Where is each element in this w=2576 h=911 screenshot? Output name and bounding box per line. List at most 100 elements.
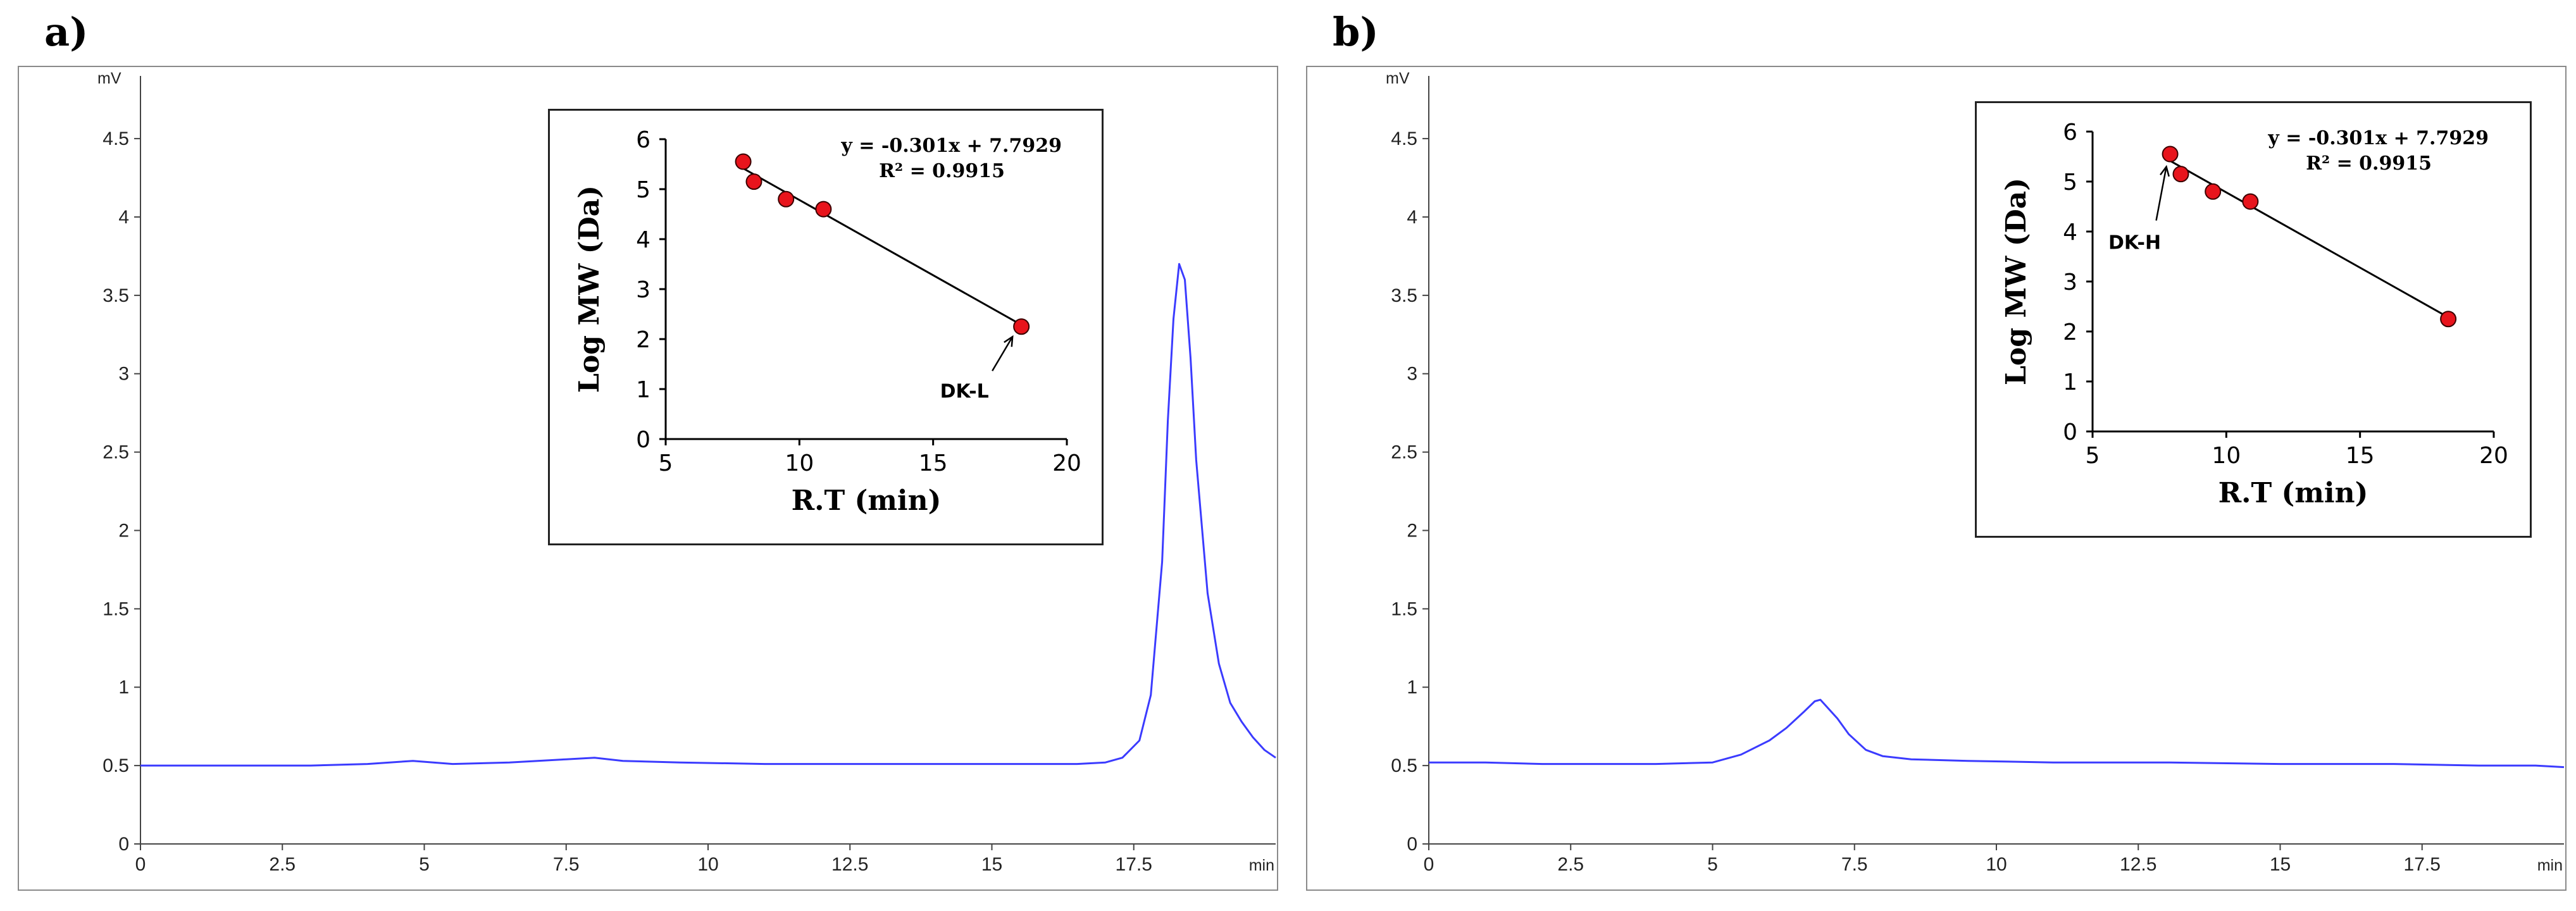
y-tick-label: 4.5 xyxy=(103,128,129,149)
inset-r-squared: R² = 0.9915 xyxy=(2306,152,2432,175)
arrow-shaft xyxy=(992,336,1014,371)
inset-y-axis-title: Log MW (Da) xyxy=(2000,178,2032,385)
inset-y-tick-label: 1 xyxy=(636,377,650,403)
inset-frame-a xyxy=(548,109,1104,545)
inset-equation: y = -0.301x + 7.7929 xyxy=(840,135,1062,157)
y-tick-label: 3.5 xyxy=(103,285,129,306)
y-axis-unit: mV xyxy=(97,70,121,87)
data-point xyxy=(2162,146,2179,163)
inset-x-axis-title: R.T (min) xyxy=(792,485,942,517)
x-tick-label: 17.5 xyxy=(1116,854,1152,875)
inset-y-axis-title: Log MW (Da) xyxy=(573,185,606,393)
data-point xyxy=(2205,183,2222,200)
calibration-inset-a: 0 1 2 3 4 5 6 5 10 15 20 R.T (min) Log MW (Da) y = -0… xyxy=(573,127,1081,517)
plot-frame-b xyxy=(1306,66,2567,891)
annotation-label: DK-L xyxy=(940,380,989,402)
y-tick-label: 1 xyxy=(1407,677,1417,698)
inset-x-axis-title: R.T (min) xyxy=(2218,477,2368,509)
arrow-shaft xyxy=(2155,166,2167,221)
inset-x-tick-label: 20 xyxy=(2479,443,2508,469)
y-tick-label: 0.5 xyxy=(1391,755,1417,776)
chromatogram-trace xyxy=(140,263,1276,767)
x-tick-label: 2.5 xyxy=(1557,854,1584,875)
inset-y-tick-label: 0 xyxy=(636,427,650,453)
y-tick-label: 3.5 xyxy=(1391,285,1417,306)
y-tick-label: 2.5 xyxy=(1391,442,1417,463)
data-point xyxy=(2172,166,2189,183)
data-point xyxy=(735,153,752,170)
annotation-arrow xyxy=(2155,164,2170,221)
y-tick-label: 4 xyxy=(1407,207,1417,228)
inset-equation: y = -0.301x + 7.7929 xyxy=(2267,127,2489,149)
x-tick-label: 5 xyxy=(419,854,430,875)
annotation-arrow xyxy=(992,335,1014,371)
y-tick-label: 1.5 xyxy=(1391,598,1417,619)
data-point xyxy=(2242,193,2259,210)
y-tick-label: 4.5 xyxy=(1391,128,1417,149)
inset-x-tick-label: 15 xyxy=(919,450,948,476)
inset-r-squared: R² = 0.9915 xyxy=(879,160,1005,182)
panel-a: a) 0 0.5 1 1.5 2 2.5 3 3.5 4 4.5 0 2.5 5 7.5 10 12.5 15 1… xyxy=(18,9,1278,891)
x-tick-label: 0 xyxy=(135,854,146,875)
plot-frame-a xyxy=(18,66,1278,891)
y-tick-label: 3 xyxy=(118,364,129,385)
x-tick-label: 17.5 xyxy=(2404,854,2441,875)
x-tick-label: 7.5 xyxy=(553,854,580,875)
annotation-label: DK-H xyxy=(2108,232,2161,254)
inset-x-tick-label: 20 xyxy=(1052,450,1081,476)
chromatogram-chart-a: 00.511.522.533.544.50 2.5 5 7.5 10 12.5 15 17.5… xyxy=(97,70,1276,875)
inset-y-tick-label: 5 xyxy=(2063,170,2077,195)
arrow-head xyxy=(1004,335,1014,347)
y-tick-label: 0.5 xyxy=(103,755,129,776)
inset-y-tick-label: 5 xyxy=(636,177,650,203)
y-tick-label: 4 xyxy=(118,207,129,228)
inset-x-tick-label: 5 xyxy=(2086,443,2100,469)
inset-x-tick-label: 5 xyxy=(659,450,673,476)
chromatogram-trace xyxy=(1429,698,2565,769)
inset-y-tick-label: 0 xyxy=(2063,419,2077,445)
x-tick-label: 7.5 xyxy=(1841,854,1868,875)
inset-frame-b xyxy=(1975,101,2532,538)
y-tick-label: 1.5 xyxy=(103,598,129,619)
panel-b: b) 0 0.5 1 1.5 2 2.5 3 3.5 4 4.5 0 2.5 5 7.5 10 12.5 15 1… xyxy=(1288,0,2576,911)
data-point xyxy=(778,190,795,208)
y-tick-label: 3 xyxy=(1407,364,1417,385)
x-tick-label: 12.5 xyxy=(831,854,868,875)
x-tick-label: 10 xyxy=(697,854,718,875)
inset-y-tick-label: 3 xyxy=(636,277,650,303)
x-tick-label: 15 xyxy=(2270,854,2291,875)
x-tick-label: 0 xyxy=(1424,854,1434,875)
x-tick-label: 10 xyxy=(1986,854,2007,875)
data-point xyxy=(1013,318,1030,335)
inset-x-tick-label: 10 xyxy=(785,450,814,476)
x-axis-unit: min xyxy=(2537,857,2563,874)
y-tick-label: 2 xyxy=(118,520,129,541)
y-axis-unit: mV xyxy=(1386,70,1410,87)
arrow-head xyxy=(2160,164,2170,177)
inset-y-tick-label: 6 xyxy=(636,127,650,153)
panel-label-a: a) xyxy=(44,9,89,55)
chromatogram-chart-b: 00.511.522.533.544.50 2.5 5 7.5 10 12.5 15 17.5… xyxy=(1386,70,2565,875)
x-tick-label: 5 xyxy=(1707,854,1718,875)
data-point xyxy=(745,173,762,190)
panel-label-b: b) xyxy=(1333,9,1379,55)
x-tick-label: 2.5 xyxy=(269,854,296,875)
inset-y-tick-label: 1 xyxy=(2063,369,2077,395)
inset-y-tick-label: 4 xyxy=(2063,220,2077,245)
y-tick-label: 1 xyxy=(118,677,129,698)
inset-x-tick-label: 10 xyxy=(2212,443,2241,469)
calibration-inset-b: 0 1 2 3 4 5 6 5 10 15 20 R.T (min) Log MW (Da) y = -0… xyxy=(2000,120,2508,509)
inset-y-tick-label: 3 xyxy=(2063,270,2077,295)
y-tick-label: 0 xyxy=(1407,834,1417,855)
inset-y-tick-label: 4 xyxy=(636,227,650,253)
y-tick-label: 2.5 xyxy=(103,442,129,463)
x-tick-label: 15 xyxy=(981,854,1002,875)
y-tick-label: 0 xyxy=(118,834,129,855)
x-axis-unit: min xyxy=(1249,857,1274,874)
data-point xyxy=(815,201,832,218)
inset-y-tick-label: 6 xyxy=(2063,120,2077,146)
data-point xyxy=(2440,311,2457,328)
inset-y-tick-label: 2 xyxy=(2063,319,2077,345)
y-tick-label: 2 xyxy=(1407,520,1417,541)
inset-y-tick-label: 2 xyxy=(636,327,650,353)
